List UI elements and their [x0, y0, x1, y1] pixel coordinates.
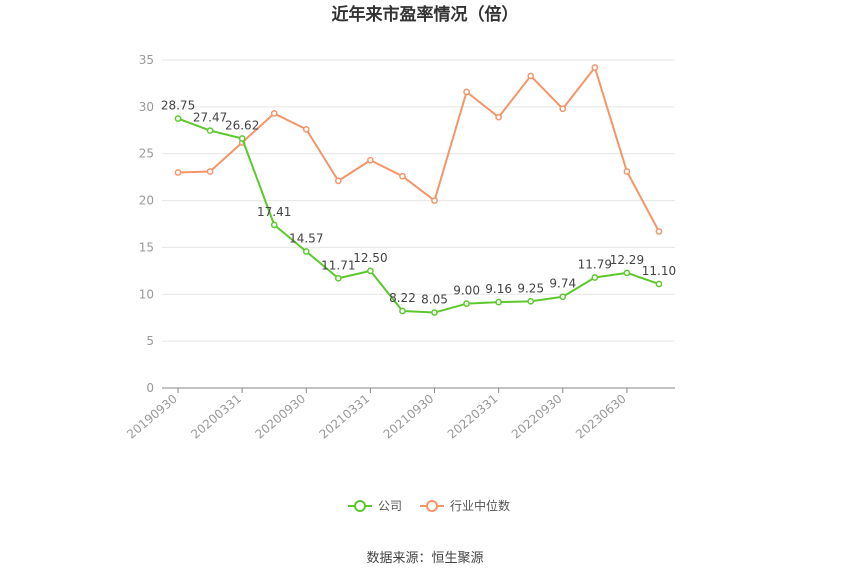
- data-point: [238, 135, 246, 142]
- legend-label: 公司: [378, 499, 402, 513]
- series-line: [177, 117, 660, 314]
- data-label: 8.22: [389, 291, 416, 305]
- x-tick-label: 20220930: [509, 392, 565, 442]
- y-axis: 0 5 10 15 20 25 30 35: [139, 53, 154, 395]
- data-point: [270, 221, 278, 229]
- data-point: [559, 105, 567, 113]
- data-label: 9.25: [517, 281, 544, 295]
- data-label: 12.29: [610, 253, 644, 267]
- data-point: [367, 267, 374, 275]
- data-point: [334, 177, 342, 185]
- data-label: 14.57: [289, 231, 323, 245]
- data-label: 26.62: [225, 119, 259, 133]
- data-label: 12.50: [353, 251, 387, 265]
- data-label: 9.74: [549, 277, 576, 291]
- data-point: [174, 115, 182, 122]
- series-industry-median: [174, 64, 663, 235]
- legend-item-industry-median[interactable]: 行业中位数: [420, 498, 510, 513]
- x-tick-label: 20220331: [445, 392, 501, 442]
- data-point: [495, 298, 503, 306]
- legend-swatch-marker: [426, 500, 438, 512]
- y-tick-label: 5: [146, 334, 154, 348]
- x-tick-label: 20200331: [188, 392, 244, 442]
- y-tick-label: 20: [139, 194, 154, 208]
- data-point: [270, 110, 278, 117]
- data-label: 11.79: [578, 258, 612, 272]
- data-point: [206, 168, 214, 175]
- y-tick-label: 35: [139, 53, 154, 67]
- data-label: 8.05: [421, 293, 448, 307]
- data-point: [655, 228, 663, 235]
- data-point: [623, 168, 631, 175]
- x-tick-label: 20190930: [124, 392, 180, 442]
- data-label: 9.16: [485, 282, 512, 296]
- y-tick-label: 15: [139, 240, 154, 254]
- data-point: [334, 274, 342, 282]
- data-label: 27.47: [193, 111, 227, 125]
- data-point: [302, 248, 310, 255]
- data-point: [591, 64, 599, 71]
- data-point: [527, 297, 535, 305]
- y-tick-label: 10: [139, 287, 154, 301]
- source-note: 数据来源：恒生聚源: [366, 551, 483, 566]
- data-point: [527, 72, 535, 80]
- x-tick-label: 20210930: [381, 392, 437, 442]
- data-point: [623, 269, 631, 277]
- data-point: [495, 113, 503, 121]
- x-tick-label: 20210331: [317, 392, 373, 442]
- data-label: 11.10: [642, 264, 676, 278]
- data-point: [302, 125, 310, 133]
- legend-item-company[interactable]: 公司: [348, 499, 402, 513]
- x-tick-label: 20230630: [573, 392, 629, 442]
- series-line: [178, 66, 660, 232]
- y-tick-label: 25: [139, 147, 154, 161]
- y-tick-label: 0: [146, 381, 154, 395]
- data-point: [463, 88, 470, 96]
- data-label: 28.75: [161, 99, 195, 113]
- data-point: [591, 274, 599, 281]
- x-axis: 20190930 20200331 20200930 20210331 20210930…: [124, 387, 675, 442]
- data-point: [559, 293, 567, 301]
- grid-lines: [162, 59, 675, 342]
- legend-swatch-marker: [354, 500, 366, 512]
- data-point: [463, 300, 470, 308]
- legend[interactable]: 公司 行业中位数: [348, 498, 510, 513]
- data-label: 9.00: [453, 284, 480, 298]
- data-point: [655, 280, 663, 288]
- data-point: [431, 309, 438, 316]
- data-label: 11.71: [321, 258, 355, 272]
- data-point: [431, 197, 438, 204]
- data-point: [206, 127, 214, 134]
- data-point: [367, 156, 374, 164]
- chart-title: 近年来市盈率情况（倍）: [332, 4, 519, 25]
- data-point: [399, 172, 406, 180]
- data-label: 17.41: [257, 205, 291, 219]
- legend-label: 行业中位数: [450, 498, 510, 513]
- y-tick-label: 30: [139, 100, 154, 114]
- x-tick-label: 20200930: [252, 392, 308, 442]
- data-point: [174, 169, 182, 176]
- data-point: [399, 307, 406, 315]
